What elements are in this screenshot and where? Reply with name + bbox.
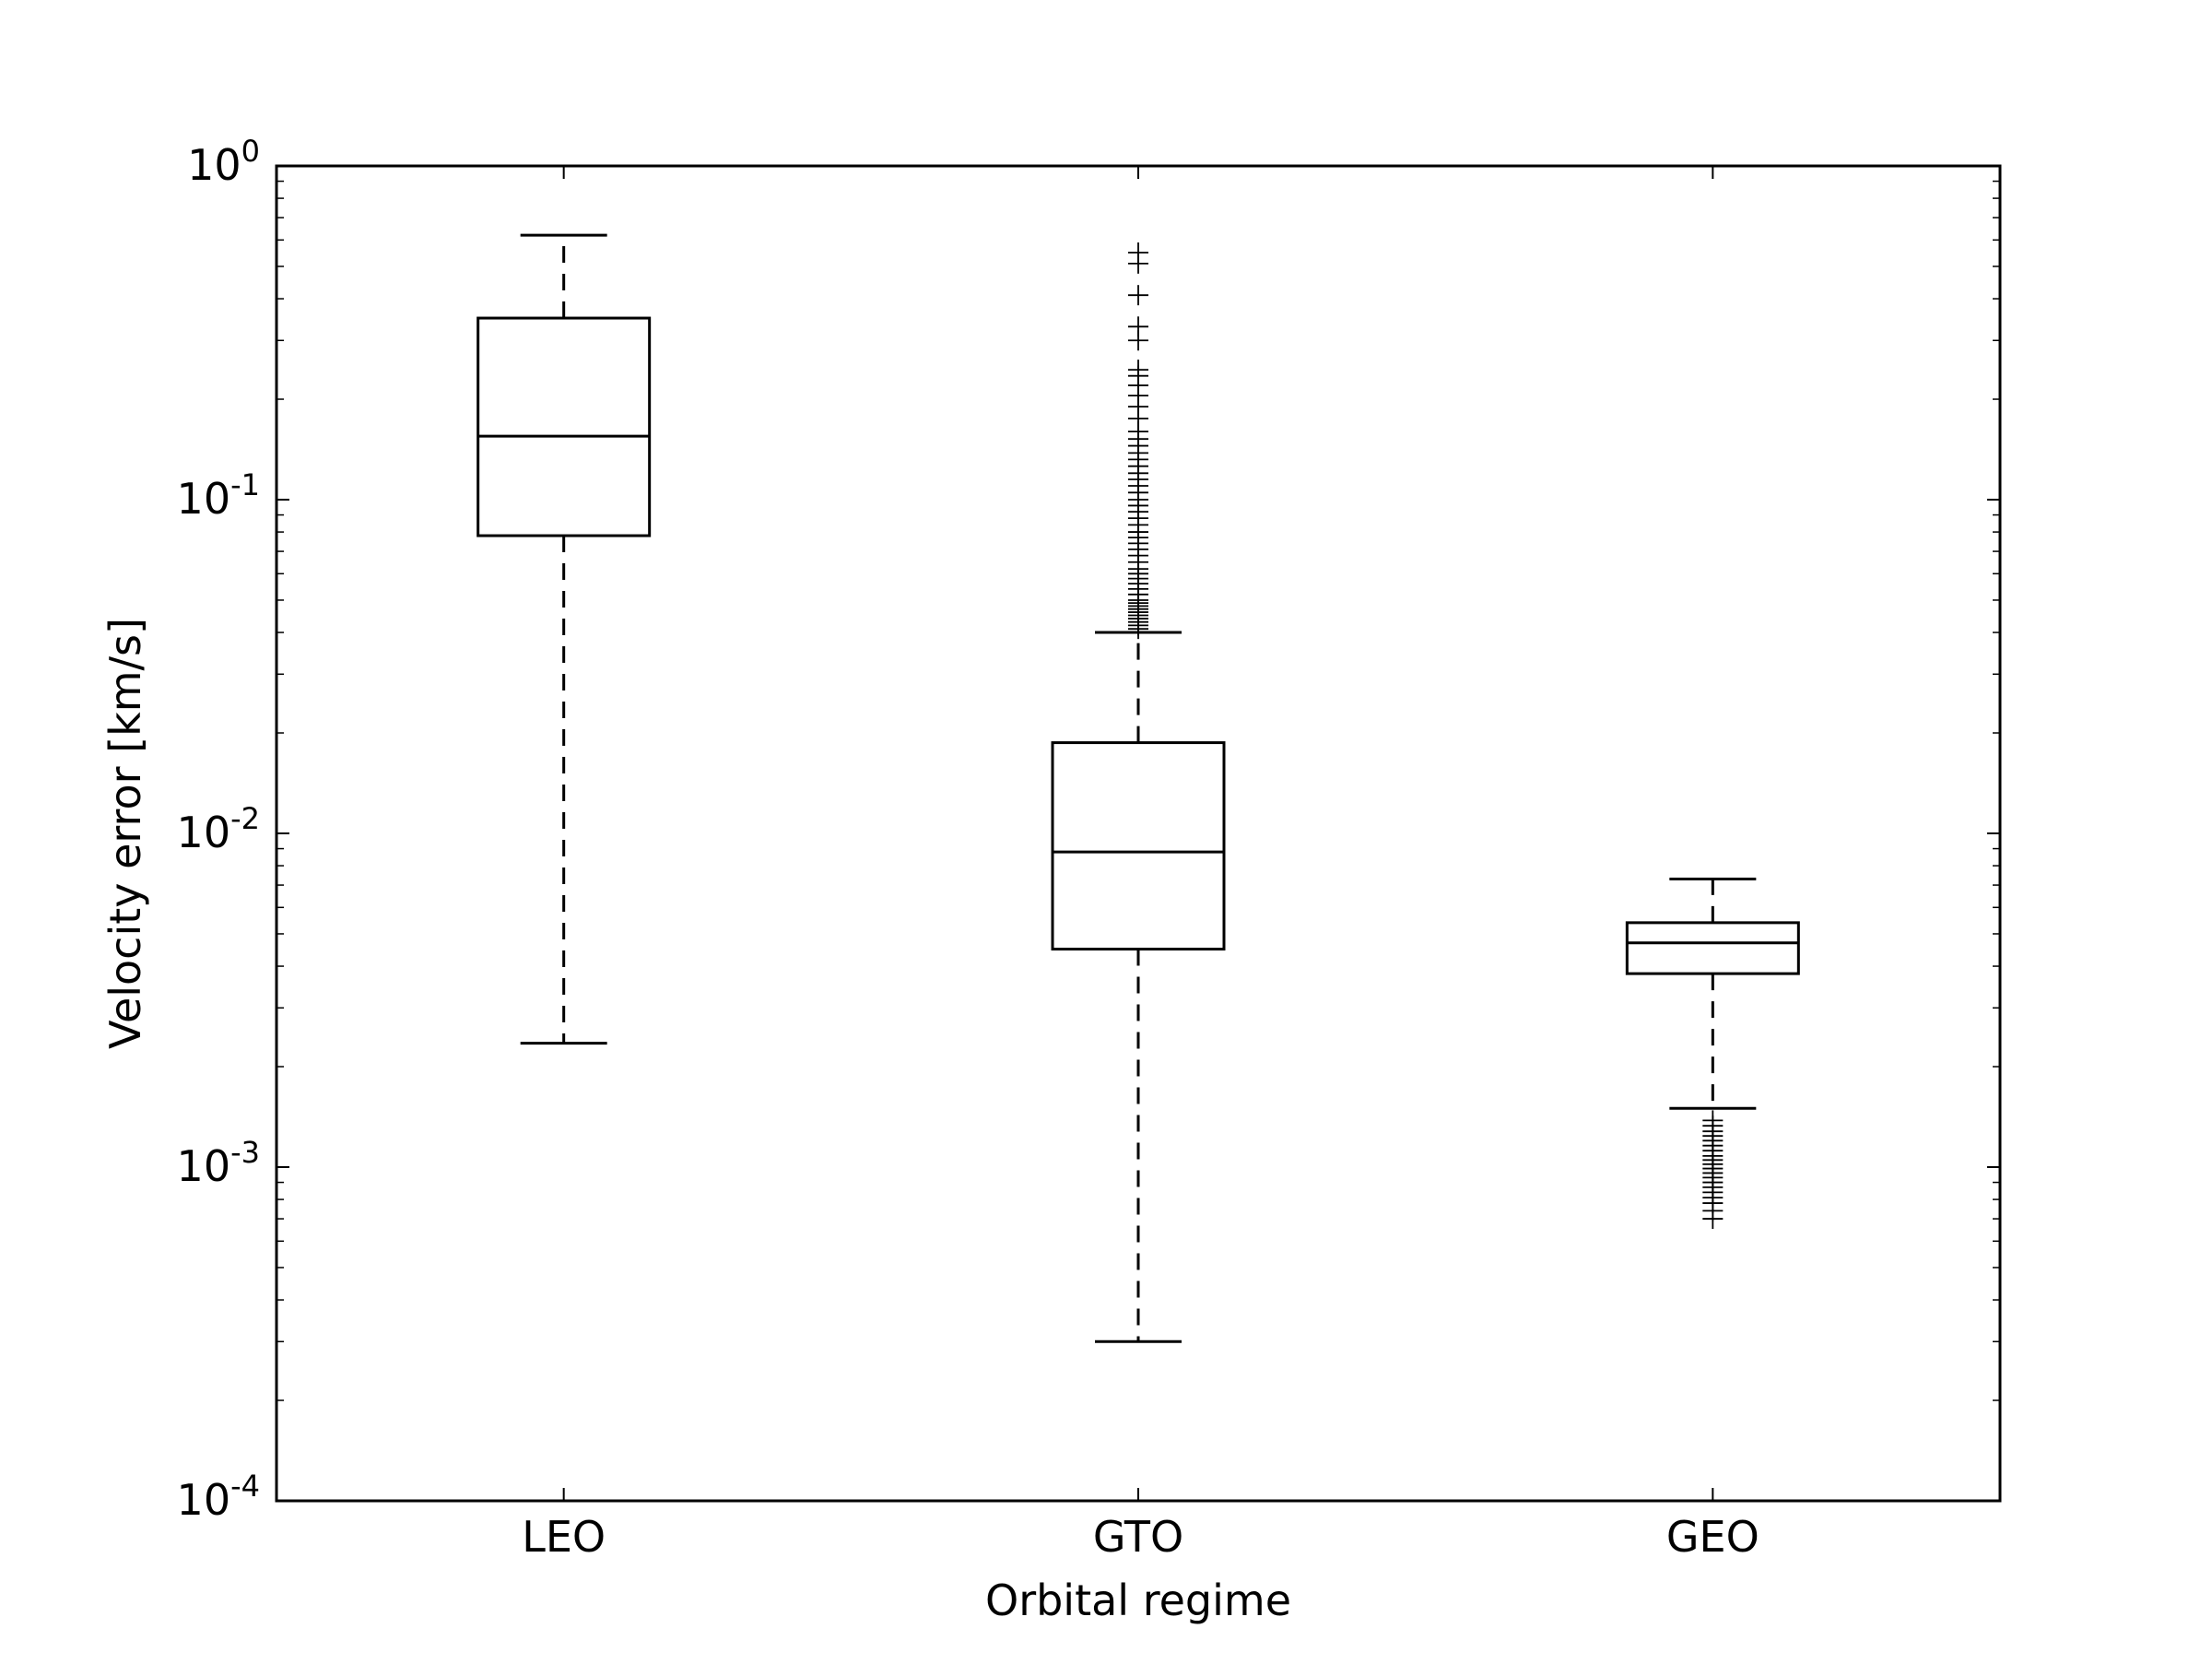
x-tick-label: LEO [522,1512,606,1562]
y-tick-label: 10-1 [177,467,260,524]
y-axis-label: Velocity error [km/s] [100,618,150,1049]
outliers [1128,242,1724,1230]
iqr-box [1625,921,1800,975]
outlier-marker [1128,285,1148,306]
x-tick-label: GTO [1093,1512,1183,1562]
outlier-marker [1702,1209,1724,1230]
y-tick-label: 100 [187,134,260,190]
plot-area-frame [275,164,2002,1503]
x-tick-label: GEO [1666,1512,1759,1562]
x-axis-label: Orbital regime [985,1575,1291,1625]
y-tick-label: 10-4 [177,1469,260,1525]
y-tick-label: 10-3 [177,1135,260,1191]
boxes [477,233,1800,1343]
outlier-marker [1128,316,1148,337]
iqr-box [477,316,652,537]
outlier-marker [1128,242,1148,263]
iqr-box [1051,741,1226,951]
y-tick-labels: 100 10-1 10-2 10-3 10-4 [177,134,260,1525]
y-tick-label: 10-2 [177,801,260,857]
x-tick-labels: LEO GTO GEO [522,1512,1759,1562]
outlier-marker [1128,360,1148,381]
